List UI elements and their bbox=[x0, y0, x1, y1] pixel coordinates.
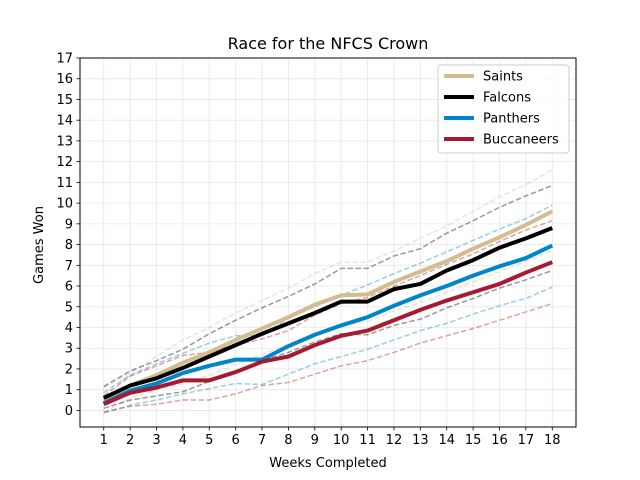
y-tick-label: 4 bbox=[65, 321, 73, 336]
y-tick-label: 16 bbox=[56, 72, 73, 87]
falcons-line bbox=[102, 226, 553, 400]
x-tick-label: 15 bbox=[465, 433, 482, 448]
x-tick-label: 5 bbox=[205, 433, 213, 448]
chart-title: Race for the NFCS Crown bbox=[228, 34, 429, 53]
plot-frame bbox=[79, 57, 577, 428]
y-tick-label: 7 bbox=[65, 259, 73, 274]
legend: Saints Falcons Panthers Buccaneers bbox=[437, 64, 570, 154]
x-tick-label: 10 bbox=[333, 433, 350, 448]
x-tick-label: 17 bbox=[518, 433, 535, 448]
buccaneers-line bbox=[102, 260, 553, 407]
x-tick-label: 1 bbox=[100, 433, 108, 448]
legend-label-buccaneers: Buccaneers bbox=[483, 133, 559, 148]
falcons-upper-dashed-line bbox=[103, 184, 553, 388]
legend-label-panthers: Panthers bbox=[483, 112, 540, 127]
saints-lower-dashed-line bbox=[103, 250, 553, 414]
x-axis-ticks: 1 2 3 4 5 6 7 8 9 10 11 12 13 14 15 16 17 18 bbox=[100, 427, 561, 448]
y-tick-label: 9 bbox=[65, 217, 73, 232]
y-tick-label: 8 bbox=[65, 238, 73, 253]
y-tick-label: 0 bbox=[65, 404, 73, 419]
x-tick-label: 13 bbox=[412, 433, 429, 448]
x-tick-label: 4 bbox=[179, 433, 187, 448]
saints-line bbox=[102, 209, 554, 402]
y-tick-label: 3 bbox=[65, 342, 73, 357]
x-tick-label: 14 bbox=[438, 433, 455, 448]
panthers-line bbox=[102, 243, 554, 405]
legend-label-saints: Saints bbox=[483, 70, 523, 85]
x-tick-label: 7 bbox=[258, 433, 266, 448]
falcons-lower-dashed-line bbox=[103, 269, 553, 410]
y-tick-label: 13 bbox=[56, 134, 73, 149]
projection-lines bbox=[103, 169, 553, 414]
y-tick-label: 6 bbox=[65, 280, 73, 295]
y-tick-label: 12 bbox=[56, 155, 73, 170]
buccaneers-lower-dashed-line bbox=[103, 302, 553, 414]
panthers-upper-dashed-line bbox=[103, 204, 553, 394]
x-tick-label: 16 bbox=[491, 433, 508, 448]
x-tick-label: 8 bbox=[284, 433, 292, 448]
x-tick-label: 3 bbox=[152, 433, 160, 448]
grid bbox=[80, 57, 576, 427]
series-lines bbox=[102, 209, 554, 407]
y-tick-label: 2 bbox=[65, 362, 73, 377]
y-tick-label: 14 bbox=[56, 114, 73, 129]
saints-upper-dashed-line bbox=[103, 169, 553, 389]
y-tick-label: 17 bbox=[56, 52, 73, 67]
x-tick-label: 18 bbox=[544, 433, 561, 448]
y-tick-label: 5 bbox=[65, 300, 73, 315]
y-tick-label: 15 bbox=[56, 93, 73, 108]
legend-box bbox=[437, 64, 570, 154]
x-tick-label: 9 bbox=[311, 433, 319, 448]
y-tick-label: 10 bbox=[56, 197, 73, 212]
x-tick-label: 11 bbox=[359, 433, 376, 448]
y-axis-title: Games Won bbox=[32, 206, 47, 284]
x-tick-label: 6 bbox=[232, 433, 240, 448]
legend-label-falcons: Falcons bbox=[483, 91, 531, 106]
x-tick-label: 2 bbox=[126, 433, 134, 448]
y-tick-label: 11 bbox=[56, 176, 73, 191]
x-axis-title: Weeks Completed bbox=[269, 456, 386, 471]
y-tick-label: 1 bbox=[65, 383, 73, 398]
x-tick-label: 12 bbox=[386, 433, 403, 448]
panthers-lower-dashed-line bbox=[103, 286, 553, 414]
